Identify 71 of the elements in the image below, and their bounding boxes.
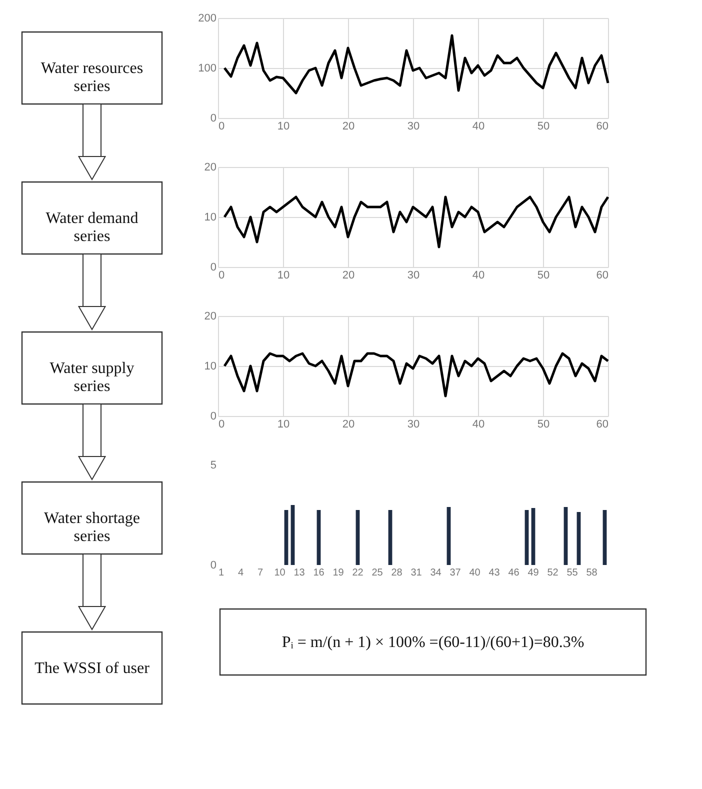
text: Water supply series [50, 360, 134, 395]
bar [602, 510, 607, 565]
x-tick-label: 1 [218, 568, 224, 578]
x-tick-label: 49 [528, 568, 540, 578]
x-tick-label: 7 [257, 568, 264, 578]
y-tick-label: 20 [204, 162, 216, 174]
x-tick-label: 20 [342, 270, 355, 282]
line-series [223, 196, 610, 248]
x-tick-label: 40 [472, 120, 485, 132]
text: Water demand series [46, 210, 138, 245]
text: Water resources series [40, 60, 144, 95]
bar [290, 505, 295, 565]
bar [564, 507, 568, 565]
x-tick-label: 60 [596, 418, 608, 430]
bar [531, 508, 536, 565]
x-tick-label: 10 [277, 120, 290, 132]
x-tick-label: 0 [218, 120, 225, 132]
x-tick-label: 40 [472, 418, 485, 430]
x-tick-label: 20 [342, 418, 355, 430]
bar [524, 510, 529, 565]
x-tick-label: 52 [547, 568, 559, 578]
x-tick-label: 50 [537, 270, 550, 282]
y-tick-label: 5 [210, 460, 216, 472]
x-tick-label: 10 [277, 418, 290, 430]
bar [284, 510, 288, 565]
bar [446, 507, 451, 565]
y-tick-label: 0 [210, 410, 216, 422]
x-tick-label: 25 [372, 568, 384, 578]
x-tick-label: 55 [566, 568, 578, 578]
x-tick-label: 40 [472, 270, 485, 282]
x-tick-label: 10 [277, 270, 290, 282]
bar [576, 512, 581, 565]
y-tick-label: 0 [210, 262, 216, 274]
x-tick-label: 50 [537, 418, 550, 430]
x-tick-label: 50 [537, 120, 550, 132]
text: The WSSI of user [34, 660, 150, 677]
bar [388, 510, 392, 565]
x-tick-label: 4 [238, 568, 244, 578]
x-tick-label: 34 [430, 568, 442, 578]
y-tick-label: 10 [204, 360, 216, 372]
y-tick-label: 200 [198, 12, 216, 24]
x-tick-label: 0 [218, 418, 225, 430]
x-tick-label: 30 [407, 418, 420, 430]
x-tick-label: 31 [410, 568, 422, 578]
x-tick-label: 13 [294, 568, 306, 578]
x-tick-label: 16 [313, 568, 325, 578]
x-tick-label: 20 [342, 120, 355, 132]
x-tick-label: 30 [407, 270, 420, 282]
x-tick-label: 60 [596, 120, 608, 132]
x-tick-label: 37 [450, 568, 462, 578]
x-tick-label: 40 [469, 568, 481, 578]
y-tick-label: 10 [204, 212, 216, 224]
y-tick-label: 0 [210, 112, 216, 124]
bar [316, 510, 321, 565]
y-tick-label: 100 [198, 62, 216, 74]
x-tick-label: 0 [218, 270, 225, 282]
x-tick-label: 46 [508, 568, 520, 578]
x-tick-label: 22 [352, 568, 364, 578]
line-series [223, 352, 610, 398]
x-tick-label: 10 [274, 568, 286, 578]
bar [356, 510, 360, 565]
text: Water shortage series [44, 510, 140, 545]
line-series [223, 34, 610, 94]
text: Pᵢ = m/(n + 1) × 100% =(60-11)/(60+1)=80.3% [282, 634, 584, 651]
x-tick-label: 19 [332, 568, 344, 578]
x-tick-label: 43 [488, 568, 500, 578]
y-tick-label: 20 [204, 310, 216, 322]
x-tick-label: 60 [596, 270, 608, 282]
x-tick-label: 58 [586, 568, 598, 578]
x-tick-label: 28 [391, 568, 403, 578]
x-tick-label: 30 [407, 120, 420, 132]
